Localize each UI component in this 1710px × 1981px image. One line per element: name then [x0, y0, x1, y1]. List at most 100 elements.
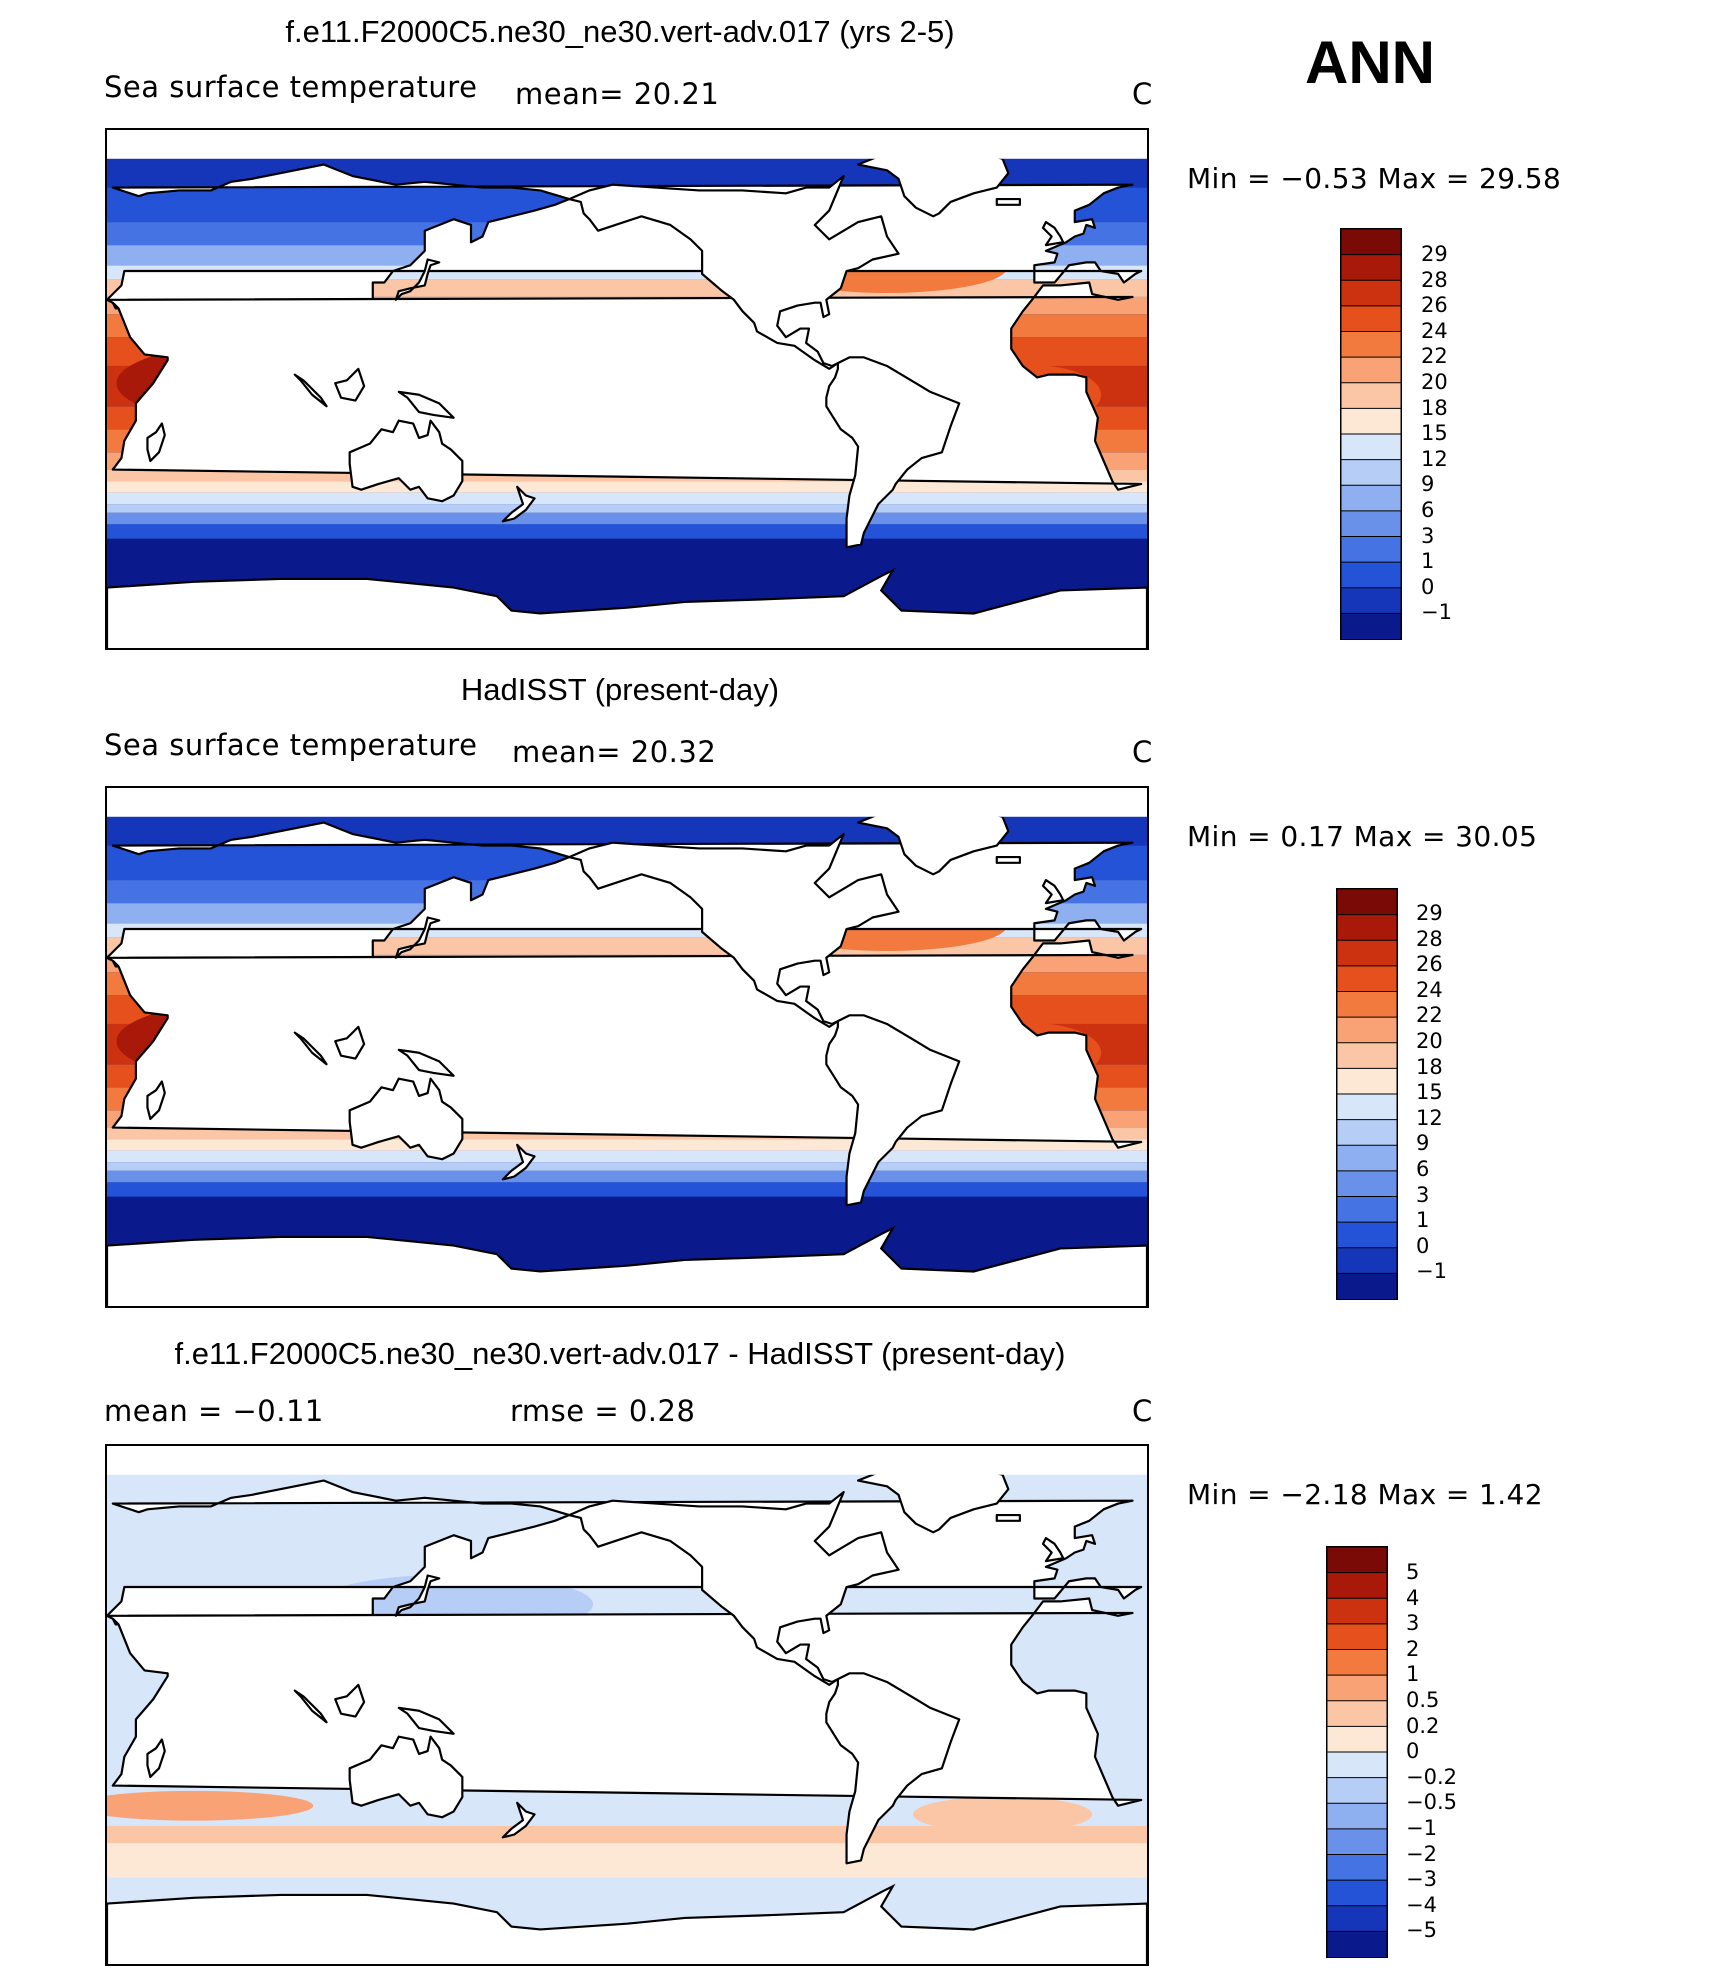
- colorbar-tick-label: −0.5: [1406, 1790, 1457, 1815]
- colorbar-swatch: [1337, 965, 1397, 993]
- panel-3-colorbar: [1326, 1546, 1388, 1958]
- land-borneo: [334, 1025, 366, 1060]
- coastlines: [107, 1446, 1147, 1964]
- colorbar-swatch: [1327, 1547, 1387, 1574]
- colorbar-tick-label: 22: [1416, 1003, 1443, 1028]
- panel-3-map-svg: [107, 1446, 1147, 1964]
- colorbar-swatch: [1327, 1828, 1387, 1856]
- colorbar-tick-label: 1: [1416, 1208, 1430, 1233]
- colorbar-tick-label: −2: [1406, 1841, 1437, 1866]
- sst-band: [107, 1139, 1147, 1151]
- land-iceland: [995, 197, 1021, 206]
- colorbar-swatch: [1327, 1905, 1387, 1933]
- colorbar-swatch: [1341, 612, 1401, 639]
- panel-2-title: HadISST (present-day): [460, 672, 780, 707]
- land-samerica: [825, 356, 961, 549]
- land-nz: [501, 1143, 536, 1181]
- colorbar-tick-label: 15: [1416, 1080, 1443, 1105]
- diff-band: [107, 1825, 1147, 1844]
- sst-band: [107, 481, 1147, 493]
- panel-2-map-svg: [107, 788, 1147, 1306]
- colorbar-swatch: [1341, 382, 1401, 410]
- land-madagascar: [146, 1738, 166, 1779]
- land-uk: [1041, 878, 1065, 905]
- land-namerica: [568, 174, 900, 370]
- colorbar-tick-label: 0: [1421, 574, 1435, 599]
- colorbar-swatch: [1341, 536, 1401, 564]
- land-namerica: [568, 832, 900, 1028]
- land-nz: [501, 485, 536, 523]
- colorbar-tick-label: 28: [1421, 267, 1448, 292]
- colorbar-swatch: [1327, 1572, 1387, 1600]
- colorbar-tick-label: 20: [1421, 369, 1448, 394]
- land-iceland: [995, 1513, 1021, 1522]
- colorbar-tick-label: 9: [1421, 472, 1435, 497]
- panel-3-units: C: [1132, 1394, 1153, 1428]
- land-africa: [107, 281, 1143, 491]
- land-australia: [348, 1077, 464, 1161]
- land-sumatra: [293, 373, 328, 408]
- colorbar-swatch: [1341, 356, 1401, 384]
- colorbar-swatch: [1337, 939, 1397, 967]
- colorbar-tick-label: 26: [1416, 952, 1443, 977]
- colorbar-swatch: [1327, 1802, 1387, 1830]
- land-newguinea: [397, 1706, 455, 1735]
- panel-1-map: [105, 128, 1149, 650]
- land-africa: [107, 939, 1143, 1149]
- colorbar-swatch: [1341, 459, 1401, 487]
- land-africa: [107, 1597, 1143, 1807]
- colorbar-tick-label: −5: [1406, 1918, 1437, 1943]
- land-iceland: [995, 855, 1021, 864]
- land-newguinea: [397, 390, 455, 419]
- colorbar-tick-label: 12: [1421, 446, 1448, 471]
- land-sumatra: [293, 1689, 328, 1724]
- colorbar-swatch: [1337, 1196, 1397, 1224]
- colorbar-tick-label: −3: [1406, 1867, 1437, 1892]
- colorbar-swatch: [1337, 1016, 1397, 1044]
- sst-band: [107, 1150, 1147, 1163]
- colorbar-swatch: [1327, 1930, 1387, 1957]
- land-namerica: [568, 1490, 900, 1686]
- land-australia: [348, 419, 464, 503]
- panel-2-colorbar-svg: [1337, 889, 1397, 1299]
- panel-3-mean: mean = −0.11: [104, 1394, 324, 1428]
- land-japan: [394, 916, 441, 959]
- coastlines: [107, 130, 1147, 648]
- colorbar-swatch: [1341, 561, 1401, 589]
- colorbar-tick-label: 0.2: [1406, 1713, 1440, 1738]
- colorbar-swatch: [1337, 1067, 1397, 1095]
- diff-region-agulhas: [107, 1790, 314, 1821]
- colorbar-tick-label: 22: [1421, 344, 1448, 369]
- sst-band: [107, 504, 1147, 513]
- panel-2-units: C: [1132, 735, 1153, 769]
- colorbar-tick-label: −1: [1416, 1259, 1447, 1284]
- colorbar-swatch: [1327, 1674, 1387, 1702]
- land-samerica: [825, 1672, 961, 1865]
- colorbar-swatch: [1327, 1777, 1387, 1805]
- colorbar-tick-label: 3: [1416, 1182, 1430, 1207]
- colorbar-tick-label: 0.5: [1406, 1687, 1440, 1712]
- sst-band: [107, 524, 1147, 539]
- colorbar-tick-label: 6: [1416, 1156, 1430, 1181]
- land-borneo: [334, 367, 366, 402]
- colorbar-tick-label: 24: [1421, 318, 1448, 343]
- land-madagascar: [146, 1080, 166, 1121]
- coastlines: [107, 788, 1147, 1306]
- panel-3-colorbar-labels: 5 4 3 2 1 0.5 0.2 0 −0.2 −0.5 −1 −2 −3 −4 −5: [1406, 1560, 1457, 1944]
- sst-band: [107, 1162, 1147, 1171]
- panel-2-colorbar: [1336, 888, 1398, 1300]
- colorbar-swatch: [1327, 1854, 1387, 1882]
- panel-2-colorbar-labels: 29 28 26 24 22 20 18 15 12 9 6 3 1 0 −1: [1416, 901, 1447, 1285]
- panel-1-map-svg: [107, 130, 1147, 648]
- land-uk: [1041, 220, 1065, 247]
- colorbar-tick-label: −0.2: [1406, 1764, 1457, 1789]
- land-antarctica: [107, 1225, 1147, 1306]
- colorbar-tick-label: 2: [1406, 1636, 1420, 1661]
- land-uk: [1041, 1536, 1065, 1563]
- panel-1-minmax: Min = −0.53 Max = 29.58: [1187, 162, 1562, 195]
- colorbar-swatch: [1327, 1597, 1387, 1625]
- colorbar-tick-label: 6: [1421, 497, 1435, 522]
- colorbar-tick-label: 20: [1416, 1028, 1443, 1053]
- colorbar-swatch: [1341, 433, 1401, 461]
- colorbar-swatch: [1337, 1119, 1397, 1147]
